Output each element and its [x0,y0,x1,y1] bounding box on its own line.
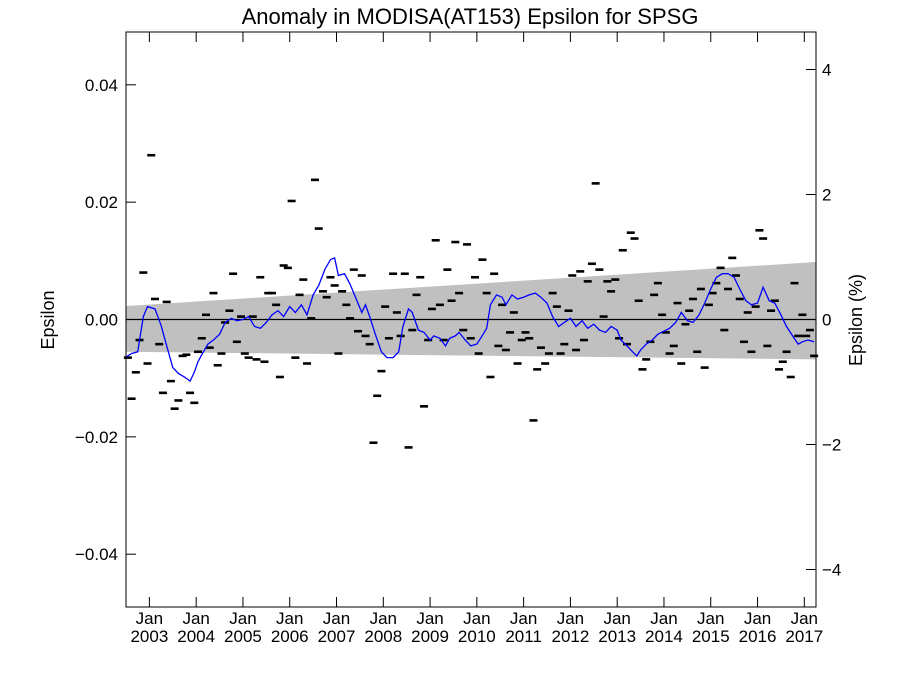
x-axis-tick-label-month: Jan [323,609,350,628]
x-axis-tick-label-year: 2010 [458,627,496,646]
plot-area: −0.04−0.020.000.020.04−4−2024Jan2003Jan2… [75,31,841,646]
x-axis-tick-label-month: Jan [276,609,303,628]
x-axis-tick-label-month: Jan [603,609,630,628]
uncertainty-band [126,262,816,360]
x-axis-tick-label-month: Jan [182,609,209,628]
x-axis-tick-label-year: 2009 [411,627,449,646]
x-axis-tick-label-year: 2005 [224,627,262,646]
x-axis-tick-label-month: Jan [744,609,771,628]
x-axis-tick-label-year: 2015 [692,627,730,646]
y-axis-tick-label: 0.02 [85,193,118,212]
x-axis-tick-label-year: 2017 [785,627,823,646]
x-axis-tick-label-year: 2007 [318,627,356,646]
x-axis-tick-label-year: 2011 [505,627,542,646]
y2-axis-tick-label: 4 [822,61,831,80]
y2-axis-tick-label: 0 [822,311,831,330]
x-axis-tick-label-year: 2003 [130,627,168,646]
y-axis-label: Epsilon [38,290,58,349]
x-axis-tick-label-year: 2006 [271,627,309,646]
x-axis-tick-label-month: Jan [416,609,443,628]
y-axis-tick-label: 0.04 [85,76,118,95]
x-axis-tick-label-month: Jan [229,609,256,628]
x-axis-tick-label-year: 2008 [364,627,402,646]
y-axis-tick-label: −0.04 [75,545,118,564]
y-axis-tick-label: 0.00 [85,311,118,330]
x-axis-tick-label-month: Jan [697,609,724,628]
y2-axis-tick-label: −4 [822,561,841,580]
y2-axis-tick-label: 2 [822,186,831,205]
x-axis-tick-label-year: 2012 [551,627,589,646]
y2-axis-label: Epsilon (%) [846,274,866,366]
x-axis-tick-label-month: Jan [463,609,490,628]
x-axis-tick-label-year: 2014 [645,627,683,646]
x-axis-tick-label-month: Jan [650,609,677,628]
x-axis-tick-label-month: Jan [136,609,163,628]
smoothed-trend-line [125,256,815,383]
y-axis-tick-label: −0.02 [75,428,118,447]
x-axis-tick-label-year: 2004 [177,627,215,646]
chart-title: Anomaly in MODISA(AT153) Epsilon for SPS… [242,4,699,29]
x-axis-tick-label-month: Jan [557,609,584,628]
x-axis-tick-label-year: 2013 [598,627,636,646]
x-axis-tick-label-month: Jan [370,609,397,628]
x-axis-tick-label-month: Jan [510,609,537,628]
y2-axis-tick-label: −2 [822,436,841,455]
x-axis-tick-label-month: Jan [791,609,818,628]
x-axis-tick-label-year: 2016 [739,627,777,646]
